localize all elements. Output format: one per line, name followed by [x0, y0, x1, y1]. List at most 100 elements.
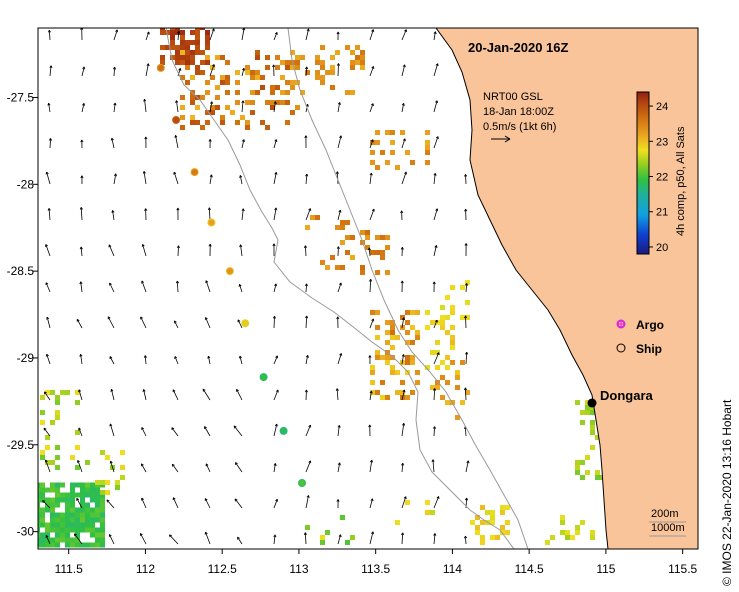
- current-arrow: [46, 354, 51, 365]
- sst-pixel: [390, 320, 395, 325]
- sst-pixel: [390, 345, 395, 350]
- current-arrow: [143, 171, 147, 185]
- sst-pixel: [395, 165, 400, 170]
- sst-pixel: [105, 490, 110, 495]
- current-arrow-head: [238, 355, 242, 359]
- sst-pixel: [55, 502, 60, 508]
- sst-pixel: [575, 530, 580, 535]
- current-arrow-head: [401, 462, 405, 466]
- current-arrow: [432, 459, 435, 473]
- current-arrow-head: [337, 462, 341, 466]
- current-arrow-head: [173, 171, 177, 175]
- sst-pixel: [80, 507, 85, 513]
- sst-pixel: [90, 497, 95, 503]
- sst-pixel: [55, 537, 60, 543]
- current-arrow-head: [141, 280, 145, 284]
- sst-pixel: [500, 510, 505, 515]
- sst-pixel: [245, 120, 250, 125]
- sst-pixel: [385, 340, 390, 345]
- sst-pixel: [180, 115, 185, 120]
- sst-pixel: [335, 265, 340, 270]
- sst-pixel: [165, 30, 170, 35]
- current-arrow: [273, 283, 277, 293]
- sst-pixel: [360, 50, 365, 55]
- current-arrow-head: [109, 282, 112, 286]
- current-arrow: [305, 66, 308, 77]
- sst-pixel: [170, 35, 175, 40]
- sst-pixel: [390, 330, 395, 335]
- current-arrow: [78, 389, 83, 401]
- y-tick-label: -28.5: [7, 264, 35, 278]
- current-arrow-head: [236, 388, 239, 392]
- sst-pixel: [500, 530, 505, 535]
- colorbar-label: 4h comp, p50, All Sats: [675, 126, 687, 236]
- current-arrow-head: [369, 172, 373, 176]
- sst-pixel: [175, 60, 180, 65]
- sst-pixel: [80, 497, 85, 503]
- sst-pixel: [38, 512, 40, 518]
- sst-pixel: [115, 485, 120, 490]
- current-arrow: [143, 389, 147, 401]
- current-arrow: [43, 427, 51, 437]
- sst-pixel: [85, 527, 90, 533]
- current-arrow-head: [305, 355, 309, 358]
- current-arrow: [305, 173, 308, 185]
- sst-pixel: [100, 502, 105, 508]
- sst-pixel: [375, 130, 380, 135]
- current-arrow-head: [433, 31, 437, 35]
- y-axis: -27.5 -28 -28.5 -29 -29.5 -30: [7, 90, 38, 539]
- sst-pixel: [280, 60, 285, 65]
- sst-pixel: [385, 330, 390, 335]
- sst-pixel: [375, 390, 380, 395]
- sst-pixel: [200, 28, 205, 30]
- current-arrow-head: [241, 139, 245, 143]
- current-arrow-head: [273, 534, 277, 538]
- current-arrow-head: [241, 208, 245, 212]
- sst-pixel: [310, 215, 315, 220]
- sst-pixel: [360, 60, 365, 65]
- current-arrow-head: [45, 353, 49, 357]
- current-arrow-head: [337, 102, 341, 105]
- current-arrow: [176, 280, 179, 293]
- current-arrow-head: [48, 138, 52, 141]
- current-arrow: [205, 463, 211, 473]
- current-arrow-head: [464, 174, 468, 177]
- current-arrow: [401, 103, 405, 113]
- current-arrow: [113, 102, 116, 113]
- sst-pixel: [190, 120, 195, 125]
- current-arrow-head: [74, 533, 77, 537]
- current-arrow: [108, 244, 115, 257]
- sst-pixel: [205, 110, 210, 115]
- sst-pixel: [95, 542, 100, 548]
- current-arrow: [273, 316, 275, 329]
- sst-pixel: [590, 425, 595, 430]
- sst-pixel: [75, 482, 80, 488]
- current-arrow-head: [463, 535, 468, 539]
- current-arrow-head: [402, 389, 406, 393]
- current-arrow-head: [113, 173, 117, 177]
- current-arrow: [145, 31, 150, 41]
- sst-pixel: [580, 460, 585, 465]
- current-arrow-head: [112, 66, 117, 70]
- sst-pixel: [410, 340, 415, 345]
- sst-pixel: [50, 497, 55, 503]
- sst-pixel: [75, 532, 80, 538]
- current-arrow-head: [49, 65, 53, 69]
- current-arrow: [401, 354, 404, 365]
- sst-pixel: [70, 522, 75, 528]
- sst-pixel: [200, 50, 205, 55]
- current-arrow-head: [274, 207, 278, 211]
- sst-pixel: [390, 130, 395, 135]
- sst-pixel: [180, 35, 185, 40]
- sst-pixel: [465, 390, 470, 395]
- sst-pixel: [590, 405, 595, 410]
- sst-pixel: [180, 40, 185, 45]
- sst-pixel: [390, 150, 395, 155]
- current-arrow-head: [144, 208, 148, 211]
- current-arrow-head: [275, 389, 279, 393]
- sst-pixel: [50, 542, 55, 548]
- current-arrow-head: [304, 389, 308, 393]
- sst-pixel: [70, 507, 75, 513]
- current-arrow-head: [305, 66, 309, 70]
- current-arrow: [172, 497, 179, 509]
